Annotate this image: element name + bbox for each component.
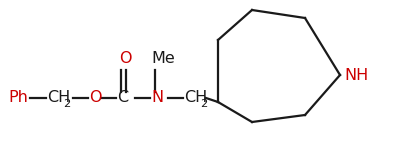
Text: N: N (151, 91, 163, 105)
Text: Me: Me (151, 51, 175, 66)
Text: 2: 2 (63, 99, 70, 109)
Text: CH: CH (184, 91, 207, 105)
Text: Ph: Ph (8, 91, 28, 105)
Text: 2: 2 (200, 99, 207, 109)
Text: CH: CH (47, 91, 70, 105)
Text: NH: NH (344, 68, 368, 82)
Text: O: O (89, 91, 102, 105)
Text: O: O (119, 51, 132, 66)
Text: C: C (117, 91, 128, 105)
